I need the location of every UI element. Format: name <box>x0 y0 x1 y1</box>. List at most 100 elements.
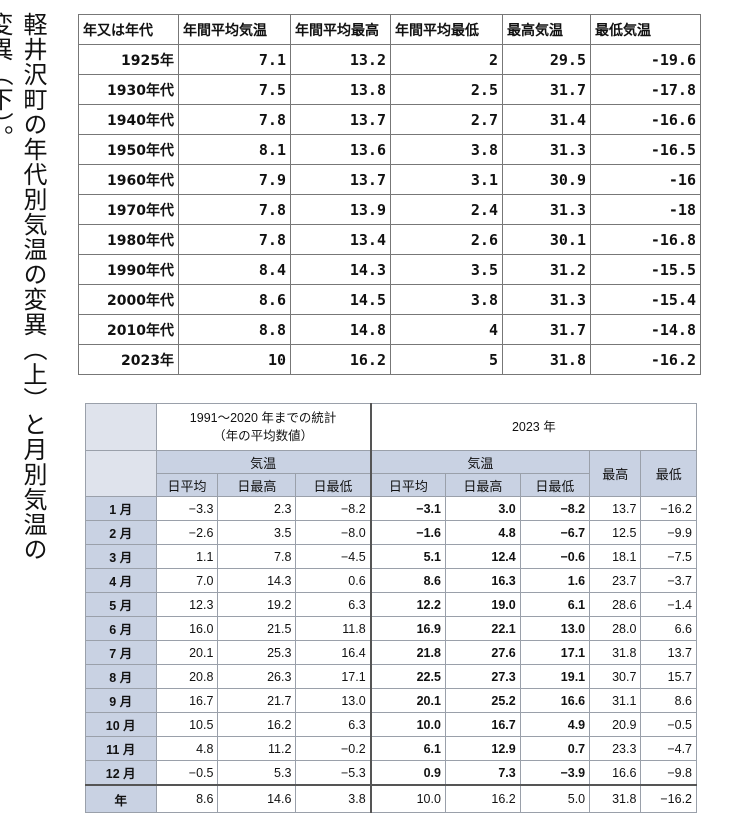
value-cell: 1.1 <box>155 544 219 569</box>
decade-table-row: 1980年代 7.8 13.4 2.6 30.1 -16.8 <box>78 224 701 255</box>
value-cell: 10 <box>178 344 291 375</box>
value-cell: 16.4 <box>295 640 372 665</box>
month-label-cell: 7 月 <box>85 640 157 665</box>
value-cell: 0.6 <box>295 568 372 593</box>
value-cell: −8.2 <box>519 496 591 521</box>
value-cell: 4.8 <box>155 736 219 761</box>
header-cell: 年間平均気温 <box>178 14 291 45</box>
value-cell: 18.1 <box>589 544 642 569</box>
value-cell: 13.9 <box>290 194 391 225</box>
value-cell: −8.0 <box>295 520 372 545</box>
value-cell: 31.7 <box>502 74 591 105</box>
value-cell: 16.9 <box>369 616 446 641</box>
temp-header-right: 気温 <box>369 450 591 474</box>
value-cell: 10.0 <box>369 712 446 737</box>
value-cell: −6.7 <box>519 520 591 545</box>
value-cell: −3.3 <box>155 496 219 521</box>
value-cell: 21.5 <box>217 616 297 641</box>
value-cell: 7.8 <box>178 104 291 135</box>
sub-header: 日最低 <box>519 473 591 497</box>
value-cell: 6.3 <box>295 592 372 617</box>
value-cell: 31.8 <box>589 784 642 813</box>
value-cell: −4.5 <box>295 544 372 569</box>
decade-table-header-row: 年又は年代 年間平均気温 年間平均最高 年間平均最低 最高気温 最低気温 <box>78 14 701 45</box>
value-cell: 31.3 <box>502 134 591 165</box>
value-cell: 25.2 <box>444 688 521 713</box>
value-cell: 2.7 <box>390 104 503 135</box>
month-row: 2 月 −2.6 3.5 −8.0 −1.6 4.8 −6.7 12.5 −9.9 <box>85 520 697 545</box>
value-cell: 31.8 <box>589 640 642 665</box>
value-cell: -15.5 <box>590 254 701 285</box>
value-cell: 13.8 <box>290 74 391 105</box>
value-cell: 14.3 <box>217 568 297 593</box>
value-cell: −9.9 <box>640 520 697 545</box>
value-cell: −7.5 <box>640 544 697 569</box>
value-cell: 13.4 <box>290 224 391 255</box>
value-cell: -16.8 <box>590 224 701 255</box>
month-label-cell: 6 月 <box>85 616 157 641</box>
value-cell: -14.8 <box>590 314 701 345</box>
value-cell: 21.7 <box>217 688 297 713</box>
month-row: 5 月 12.3 19.2 6.3 12.2 19.0 6.1 28.6 −1.4 <box>85 592 697 617</box>
decade-table-row: 1925年 7.1 13.2 2 29.5 -19.6 <box>78 44 701 75</box>
value-cell: 16.7 <box>155 688 219 713</box>
month-label-cell: 11 月 <box>85 736 157 761</box>
period-cell: 1970年代 <box>78 194 179 225</box>
month-label-cell: 12 月 <box>85 760 157 786</box>
period-cell: 2023年 <box>78 344 179 375</box>
value-cell: 14.5 <box>290 284 391 315</box>
value-cell: 30.7 <box>589 664 642 689</box>
decade-table-row: 1990年代 8.4 14.3 3.5 31.2 -15.5 <box>78 254 701 285</box>
value-cell: 8.6 <box>640 688 697 713</box>
value-cell: 3.5 <box>217 520 297 545</box>
min-header: 最低 <box>640 450 697 497</box>
corner-cell <box>85 450 157 497</box>
header-cell: 年間平均最低 <box>390 14 503 45</box>
year-label-cell: 年 <box>85 784 157 813</box>
sub-header: 日最高 <box>444 473 521 497</box>
value-cell: 6.6 <box>640 616 697 641</box>
period-cell: 1960年代 <box>78 164 179 195</box>
month-label-cell: 10 月 <box>85 712 157 737</box>
decade-table-row: 2010年代 8.8 14.8 4 31.7 -14.8 <box>78 314 701 345</box>
value-cell: −16.2 <box>640 784 697 813</box>
value-cell: 21.8 <box>369 640 446 665</box>
header-cell: 最低気温 <box>590 14 701 45</box>
month-row: 6 月 16.0 21.5 11.8 16.9 22.1 13.0 28.0 6.6 <box>85 616 697 641</box>
value-cell: 31.1 <box>589 688 642 713</box>
value-cell: 4.9 <box>519 712 591 737</box>
value-cell: -15.4 <box>590 284 701 315</box>
value-cell: 7.3 <box>444 760 521 786</box>
value-cell: 5.0 <box>519 784 591 813</box>
value-cell: -16.5 <box>590 134 701 165</box>
value-cell: 30.9 <box>502 164 591 195</box>
header-cell: 最高気温 <box>502 14 591 45</box>
value-cell: −8.2 <box>295 496 372 521</box>
value-cell: 8.6 <box>178 284 291 315</box>
value-cell: 10.5 <box>155 712 219 737</box>
value-cell: 4.8 <box>444 520 521 545</box>
value-cell: 4 <box>390 314 503 345</box>
value-cell: 16.0 <box>155 616 219 641</box>
value-cell: 16.6 <box>589 760 642 786</box>
value-cell: 23.7 <box>589 568 642 593</box>
value-cell: 29.5 <box>502 44 591 75</box>
value-cell: −1.4 <box>640 592 697 617</box>
period-label-line2: （年の平均数値） <box>213 429 314 443</box>
value-cell: 20.9 <box>589 712 642 737</box>
value-cell: −0.5 <box>640 712 697 737</box>
month-row: 9 月 16.7 21.7 13.0 20.1 25.2 16.6 31.1 8.6 <box>85 688 697 713</box>
value-cell: 3.5 <box>390 254 503 285</box>
month-row: 8 月 20.8 26.3 17.1 22.5 27.3 19.1 30.7 15.7 <box>85 664 697 689</box>
value-cell: 16.2 <box>444 784 521 813</box>
value-cell: -17.8 <box>590 74 701 105</box>
value-cell: −3.7 <box>640 568 697 593</box>
month-row: 11 月 4.8 11.2 −0.2 6.1 12.9 0.7 23.3 −4.7 <box>85 736 697 761</box>
value-cell: −0.5 <box>155 760 219 786</box>
value-cell: 17.1 <box>519 640 591 665</box>
value-cell: 12.9 <box>444 736 521 761</box>
value-cell: 3.8 <box>390 284 503 315</box>
decade-table-row: 1940年代 7.8 13.7 2.7 31.4 -16.6 <box>78 104 701 135</box>
month-label-cell: 9 月 <box>85 688 157 713</box>
value-cell: 0.7 <box>519 736 591 761</box>
